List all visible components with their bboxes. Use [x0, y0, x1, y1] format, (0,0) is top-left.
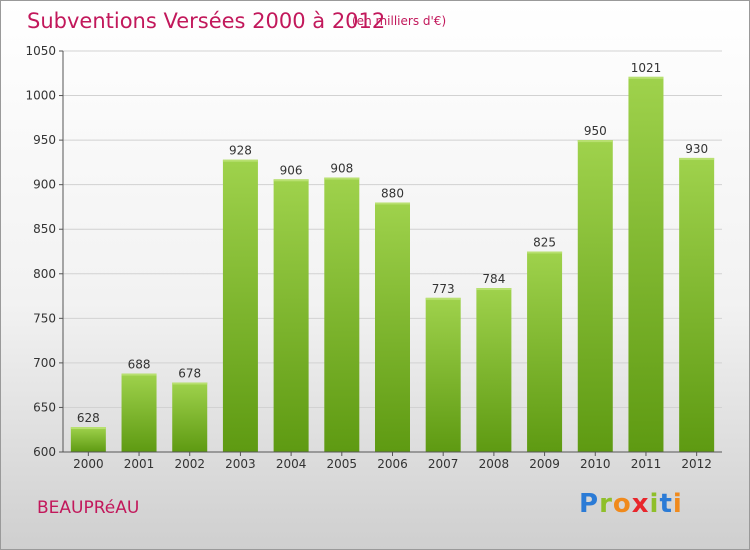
- y-tick-label: 800: [33, 267, 56, 281]
- bar-top-highlight: [628, 76, 664, 79]
- x-tick-label: 2001: [124, 457, 155, 471]
- bar: [425, 297, 461, 452]
- bar-top-highlight: [172, 382, 208, 385]
- logo-letter: t: [659, 489, 673, 519]
- bar-top-highlight: [375, 202, 410, 205]
- bar: [172, 382, 208, 452]
- y-tick-label: 650: [33, 400, 56, 414]
- bar-value-label: 928: [229, 144, 252, 158]
- bar: [70, 427, 106, 452]
- x-tick-label: 2006: [377, 457, 408, 471]
- bar-value-label: 950: [584, 124, 607, 138]
- bar: [121, 373, 157, 452]
- bar-top-highlight: [527, 251, 563, 254]
- y-tick-label: 750: [33, 311, 56, 325]
- bar-top-highlight: [425, 297, 461, 300]
- y-tick-label: 950: [33, 133, 56, 147]
- bar-value-label: 930: [685, 142, 708, 156]
- bar: [679, 157, 715, 452]
- logo-letter: o: [612, 489, 632, 519]
- labels: 600 650 700 750 800 850 900 950 1000 1050 628 2000 6…: [25, 44, 711, 471]
- bar-top-highlight: [324, 177, 360, 180]
- y-tick-label: 850: [33, 222, 56, 236]
- bar-top-highlight: [476, 288, 512, 291]
- bar-value-label: 880: [381, 186, 404, 200]
- place-name: BEAUPRéAU: [37, 498, 140, 518]
- x-tick-label: 2011: [631, 457, 662, 471]
- x-tick-label: 2010: [580, 457, 611, 471]
- bar: [628, 76, 664, 452]
- y-tick-label: 600: [33, 445, 56, 459]
- bar: [527, 251, 563, 452]
- bar-value-label: 825: [533, 236, 556, 250]
- y-tick-label: 1050: [25, 44, 56, 58]
- x-tick-label: 2008: [479, 457, 510, 471]
- bar-value-label: 906: [280, 163, 303, 177]
- bars: [70, 76, 715, 452]
- logo-letter: i: [672, 489, 683, 519]
- bar-value-label: 908: [330, 162, 353, 176]
- chart-unit: (en milliers d'€): [352, 14, 447, 28]
- bar-top-highlight: [273, 179, 309, 182]
- bar-top-highlight: [70, 427, 106, 430]
- bar: [273, 179, 309, 452]
- bar-top-highlight: [679, 157, 715, 160]
- bar-value-label: 688: [128, 358, 151, 372]
- logo-letter: r: [599, 489, 613, 519]
- bar: [375, 202, 410, 452]
- bar: [324, 177, 360, 452]
- y-tick-label: 900: [33, 178, 56, 192]
- x-tick-label: 2007: [428, 457, 459, 471]
- logo-letter: x: [631, 489, 650, 519]
- bar-top-highlight: [577, 140, 613, 143]
- chart-title: Subventions Versées 2000 à 2012: [27, 9, 386, 33]
- bar-top-highlight: [121, 373, 157, 376]
- bar: [222, 159, 258, 452]
- bar-value-label: 1021: [631, 61, 662, 75]
- x-tick-label: 2002: [174, 457, 205, 471]
- axes: [59, 50, 722, 456]
- y-tick-label: 700: [33, 356, 56, 370]
- x-tick-label: 2004: [276, 457, 307, 471]
- bar-value-label: 678: [178, 366, 201, 380]
- bar-value-label: 773: [432, 282, 455, 296]
- proxiti-logo: Proxiti: [579, 489, 683, 519]
- bar-value-label: 628: [77, 411, 100, 425]
- bar: [476, 288, 512, 452]
- x-tick-label: 2003: [225, 457, 256, 471]
- bar: [577, 140, 613, 452]
- logo-letter: i: [649, 489, 660, 519]
- x-tick-label: 2009: [529, 457, 560, 471]
- logo-letter: P: [579, 489, 600, 519]
- x-tick-label: 2005: [327, 457, 358, 471]
- bar-top-highlight: [222, 159, 258, 162]
- x-tick-label: 2012: [681, 457, 712, 471]
- bar-value-label: 784: [482, 272, 505, 286]
- y-tick-label: 1000: [25, 89, 56, 103]
- x-tick-label: 2000: [73, 457, 104, 471]
